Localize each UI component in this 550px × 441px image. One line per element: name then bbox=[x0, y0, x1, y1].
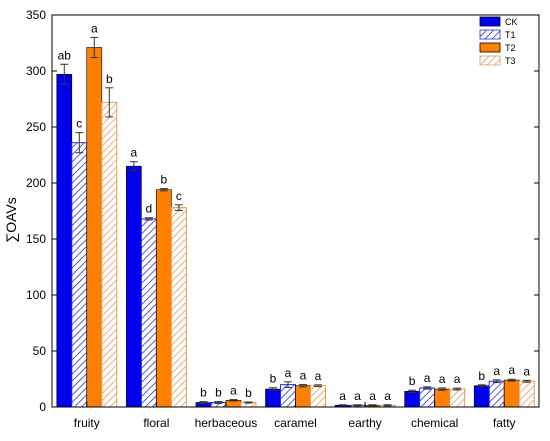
bar-ck-chemical bbox=[404, 391, 420, 408]
significance-letter: b bbox=[106, 72, 113, 86]
significance-letter: d bbox=[146, 202, 153, 216]
legend-swatch-t1 bbox=[479, 29, 501, 40]
bar-t3-chemical bbox=[449, 388, 466, 408]
significance-letter: b bbox=[270, 372, 277, 386]
x-tick-label: floral bbox=[143, 416, 169, 430]
bar-t3-fruity bbox=[101, 101, 118, 408]
legend-swatch-t3 bbox=[479, 55, 501, 66]
legend-swatch-t2 bbox=[479, 42, 501, 53]
significance-letter: a bbox=[339, 389, 346, 403]
y-tick-label: 0 bbox=[39, 400, 46, 414]
legend-label-t2: T2 bbox=[505, 43, 516, 53]
bar-ck-floral bbox=[126, 165, 142, 408]
x-tick-label: earthy bbox=[348, 416, 381, 430]
bar-t1-floral bbox=[140, 218, 157, 408]
significance-letter: b bbox=[409, 374, 416, 388]
significance-letter: a bbox=[384, 389, 391, 403]
y-tick-label: 350 bbox=[26, 8, 46, 22]
y-tick-label: 200 bbox=[26, 176, 46, 190]
significance-letter: b bbox=[245, 386, 252, 400]
significance-letter: a bbox=[300, 369, 307, 383]
legend-label-ck: CK bbox=[505, 17, 518, 27]
bar-ck-caramel bbox=[265, 388, 281, 408]
bar-t3-caramel bbox=[310, 385, 326, 408]
y-tick-label: 50 bbox=[33, 344, 47, 358]
y-tick-label: 300 bbox=[26, 64, 46, 78]
significance-letter: a bbox=[424, 371, 431, 385]
x-tick-label: chemical bbox=[411, 416, 458, 430]
significance-letter: a bbox=[369, 389, 376, 403]
significance-letter: a bbox=[454, 372, 461, 386]
bar-ck-fruity bbox=[56, 74, 73, 408]
significance-letter: a bbox=[315, 369, 322, 383]
legend-swatch-ck bbox=[479, 16, 501, 27]
x-tick-label: fatty bbox=[493, 416, 516, 430]
legend: CK T1 T2 T3 bbox=[479, 16, 518, 66]
significance-letter: a bbox=[508, 363, 515, 377]
significance-letter: b bbox=[215, 386, 222, 400]
significance-letter: a bbox=[523, 364, 530, 378]
significance-letter: a bbox=[131, 146, 138, 160]
x-tick-label: fruity bbox=[74, 416, 100, 430]
significance-letter: c bbox=[176, 189, 182, 203]
legend-label-t3: T3 bbox=[505, 56, 516, 66]
significance-letter: a bbox=[285, 366, 292, 380]
significance-letter: a bbox=[91, 21, 98, 35]
bar-t2-floral bbox=[156, 189, 172, 408]
bar-t1-chemical bbox=[419, 387, 436, 408]
y-tick-label: 250 bbox=[26, 120, 46, 134]
significance-letter: b bbox=[200, 386, 207, 400]
bar-t1-fatty bbox=[488, 380, 505, 408]
bar-t2-caramel bbox=[295, 385, 311, 408]
y-tick-label: 150 bbox=[26, 232, 46, 246]
significance-letter: a bbox=[493, 364, 500, 378]
y-tick-label: 100 bbox=[26, 288, 46, 302]
significance-letter: ab bbox=[58, 48, 72, 62]
significance-letter: b bbox=[478, 369, 485, 383]
legend-label-t1: T1 bbox=[505, 30, 516, 40]
significance-letter: b bbox=[161, 173, 168, 187]
bar-t2-chemical bbox=[434, 388, 450, 408]
significance-letter: c bbox=[76, 117, 82, 131]
bar-ck-fatty bbox=[473, 385, 490, 408]
x-tick-label: herbaceous bbox=[195, 416, 258, 430]
bar-t3-floral bbox=[170, 207, 187, 408]
plot-area: 050100150200250300350abcabfruityadbcflor… bbox=[26, 8, 540, 430]
y-axis-label: ∑OAVs bbox=[3, 197, 19, 243]
bar-t3-fatty bbox=[518, 380, 535, 408]
bar-t1-fruity bbox=[71, 142, 88, 408]
significance-letter: a bbox=[354, 389, 361, 403]
significance-letter: a bbox=[230, 384, 237, 398]
x-tick-label: caramel bbox=[274, 416, 317, 430]
bar-t1-caramel bbox=[280, 384, 296, 408]
bar-t2-fruity bbox=[86, 47, 103, 408]
bar-t2-fatty bbox=[503, 379, 520, 408]
plot-frame bbox=[51, 14, 540, 408]
significance-letter: a bbox=[439, 372, 446, 386]
